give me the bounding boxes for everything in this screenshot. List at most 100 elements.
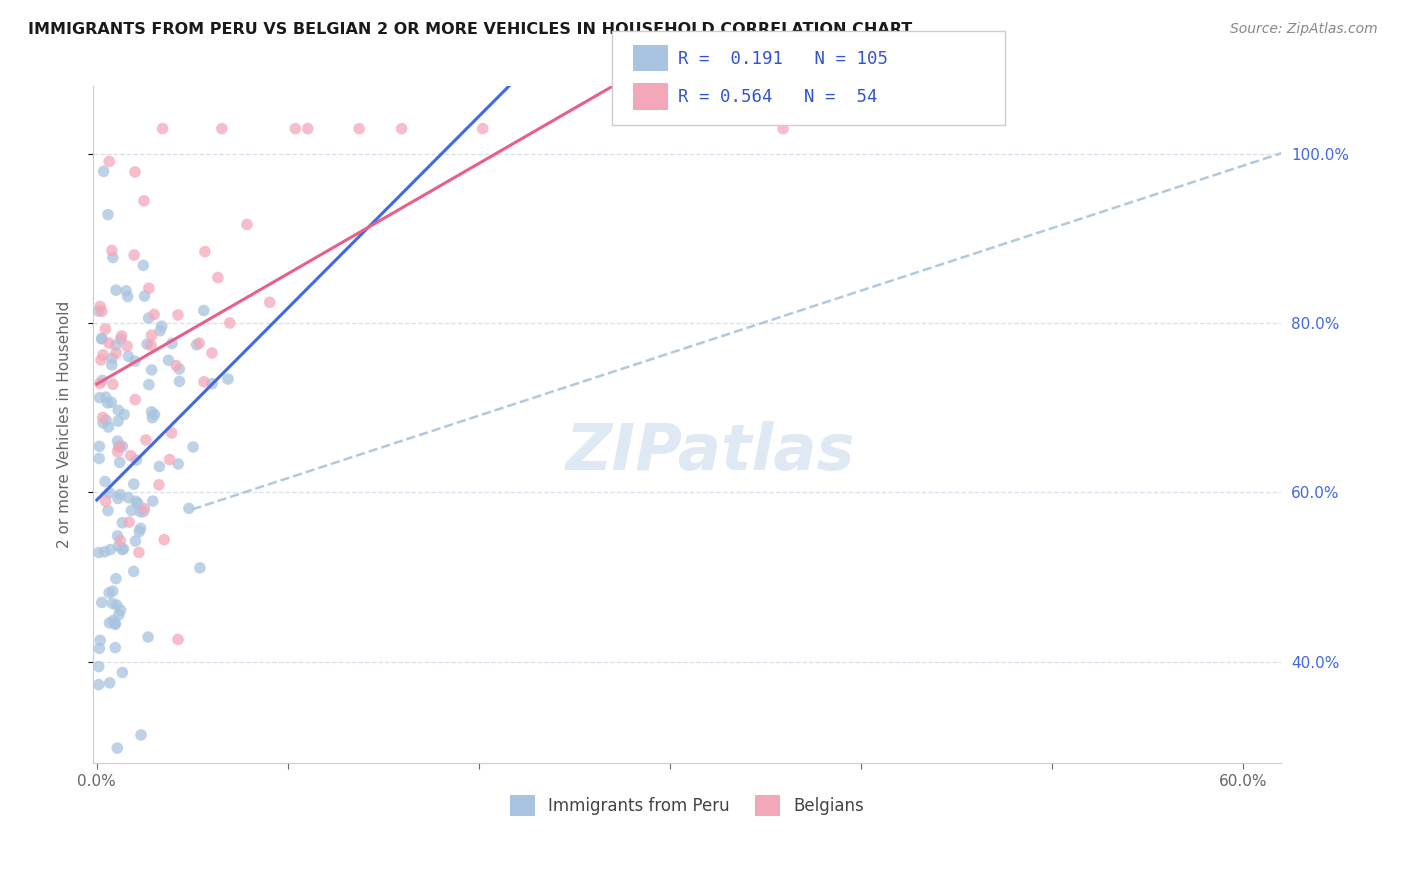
Point [107,491,129,506]
Point [134,289,156,303]
Point [108,607,131,622]
Point [112,541,135,556]
Text: ZIPatlas: ZIPatlas [567,421,856,483]
Point [391,121,413,136]
Point [111,439,134,453]
Point [101,596,124,610]
Point [167,457,190,471]
Point [194,244,217,259]
Point [87,545,110,559]
Point [98,486,121,500]
Point [143,307,166,321]
Point [120,449,142,463]
Point [108,455,131,469]
Point [90,331,112,345]
Point [90,332,112,346]
Point [129,521,152,535]
Point [125,453,148,467]
Point [177,501,200,516]
Point [93,545,115,559]
Point [160,336,183,351]
Point [107,539,129,553]
Point [186,338,208,352]
Point [107,403,129,417]
Point [90,353,112,368]
Point [159,452,181,467]
Point [129,505,152,519]
Point [98,586,121,600]
Point [150,319,173,334]
Text: IMMIGRANTS FROM PERU VS BELGIAN 2 OR MORE VEHICLES IN HOUSEHOLD CORRELATION CHAR: IMMIGRANTS FROM PERU VS BELGIAN 2 OR MOR… [28,22,912,37]
Point [90,595,112,609]
Point [115,339,138,353]
Point [104,572,127,586]
Point [135,433,157,447]
Point [138,281,160,295]
Point [181,440,204,454]
Point [105,598,128,612]
Point [125,494,148,508]
Point [110,603,132,617]
Point [98,615,121,630]
Point [236,218,259,232]
Point [98,154,121,169]
Point [169,362,191,376]
Point [101,351,124,366]
Point [141,363,163,377]
Point [111,516,134,530]
Point [89,451,111,466]
Point [89,300,111,314]
Point [97,208,120,222]
Point [94,390,117,404]
Point [284,121,307,136]
Point [111,542,134,557]
Point [259,295,281,310]
Point [129,728,152,742]
Point [115,284,138,298]
Point [101,251,124,265]
Point [105,346,128,360]
Point [110,533,132,548]
Point [165,359,187,373]
Point [153,533,176,547]
Point [124,392,146,407]
Point [89,439,111,453]
Point [104,338,127,352]
Point [87,677,110,691]
Point [138,311,160,326]
Point [107,434,129,449]
Point [132,505,155,519]
Point [149,324,172,338]
Point [111,329,134,343]
Point [141,410,163,425]
Text: Source: ZipAtlas.com: Source: ZipAtlas.com [1230,22,1378,37]
Point [347,121,370,136]
Point [90,304,112,318]
Point [471,121,494,136]
Point [108,440,131,454]
Point [772,121,794,136]
Point [124,354,146,368]
Point [169,375,191,389]
Point [89,376,111,391]
Point [107,444,129,458]
Point [94,322,117,336]
Text: R = 0.564   N =  54: R = 0.564 N = 54 [678,87,877,105]
Point [91,348,114,362]
Point [207,270,229,285]
Point [105,741,128,756]
Point [148,459,170,474]
Point [117,491,139,505]
Point [143,408,166,422]
Point [132,194,155,208]
Point [93,164,115,178]
Point [188,336,211,351]
Point [152,121,174,136]
Point [101,358,124,372]
Point [148,477,170,491]
Point [91,410,114,425]
Point [160,425,183,440]
Point [120,503,142,517]
Point [89,641,111,656]
Point [87,304,110,318]
